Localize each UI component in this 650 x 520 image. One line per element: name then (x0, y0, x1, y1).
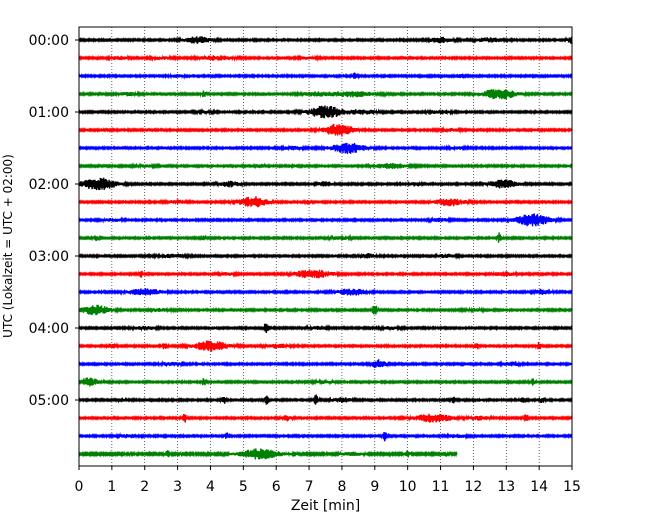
trace-0415 (78, 340, 573, 352)
trace-0530 (78, 432, 573, 442)
y-tick-label: 03:00 (29, 249, 69, 265)
x-axis-ticks: 0 1 2 3 4 5 6 7 8 9 10 11 12 13 14 15 (75, 466, 581, 495)
x-axis-label: Zeit [min] (291, 498, 360, 514)
x-tick-label: 15 (563, 479, 581, 495)
trace-0445 (78, 377, 573, 387)
x-tick-label: 10 (399, 479, 417, 495)
trace-0200 (78, 177, 573, 191)
trace-0100 (78, 105, 573, 119)
y-tick-label: 01:00 (29, 105, 69, 121)
trace-0345 (78, 304, 573, 316)
x-tick-label: 3 (173, 479, 182, 495)
y-tick-label: 00:00 (29, 33, 69, 49)
x-gridlines (111, 27, 540, 466)
trace-0000 (78, 35, 573, 44)
trace-0545 (78, 448, 458, 460)
y-tick-label: 04:00 (29, 321, 69, 337)
trace-0015 (78, 54, 573, 63)
trace-0115 (78, 123, 573, 137)
x-tick-label: 9 (370, 479, 379, 495)
trace-0300 (78, 252, 573, 260)
x-tick-label: 12 (464, 479, 482, 495)
trace-0030 (78, 72, 573, 80)
y-axis-ticks: 00:00 01:00 02:00 03:00 04:00 05:00 (29, 33, 79, 409)
x-tick-label: 4 (206, 479, 215, 495)
x-tick-label: 13 (497, 479, 515, 495)
y-axis-label: UTC (Lokalzeit = UTC + 02:00) (1, 154, 15, 338)
x-tick-label: 2 (140, 479, 149, 495)
trace-0400 (78, 323, 573, 334)
trace-0215 (78, 196, 573, 208)
x-tick-label: 0 (75, 479, 84, 495)
x-tick-label: 6 (272, 479, 281, 495)
trace-0230 (78, 213, 573, 227)
x-tick-label: 1 (107, 479, 116, 495)
trace-0130 (78, 142, 573, 154)
plot-background (79, 27, 572, 466)
y-tick-label: 05:00 (29, 393, 69, 409)
trace-0515 (78, 413, 573, 423)
trace-0045 (78, 89, 573, 100)
x-tick-label: 11 (432, 479, 450, 495)
trace-0430 (78, 359, 573, 368)
x-tick-label: 14 (530, 479, 548, 495)
trace-0500 (78, 394, 573, 405)
trace-0145 (78, 162, 573, 170)
plot-frame (78, 26, 573, 467)
trace-0330 (78, 288, 573, 297)
x-tick-label: 8 (337, 479, 346, 495)
y-tick-label: 02:00 (29, 177, 69, 193)
seismogram-traces (78, 35, 573, 460)
x-tick-label: 5 (239, 479, 248, 495)
x-tick-label: 7 (305, 479, 314, 495)
trace-0315 (78, 269, 573, 279)
trace-0245 (78, 232, 573, 243)
